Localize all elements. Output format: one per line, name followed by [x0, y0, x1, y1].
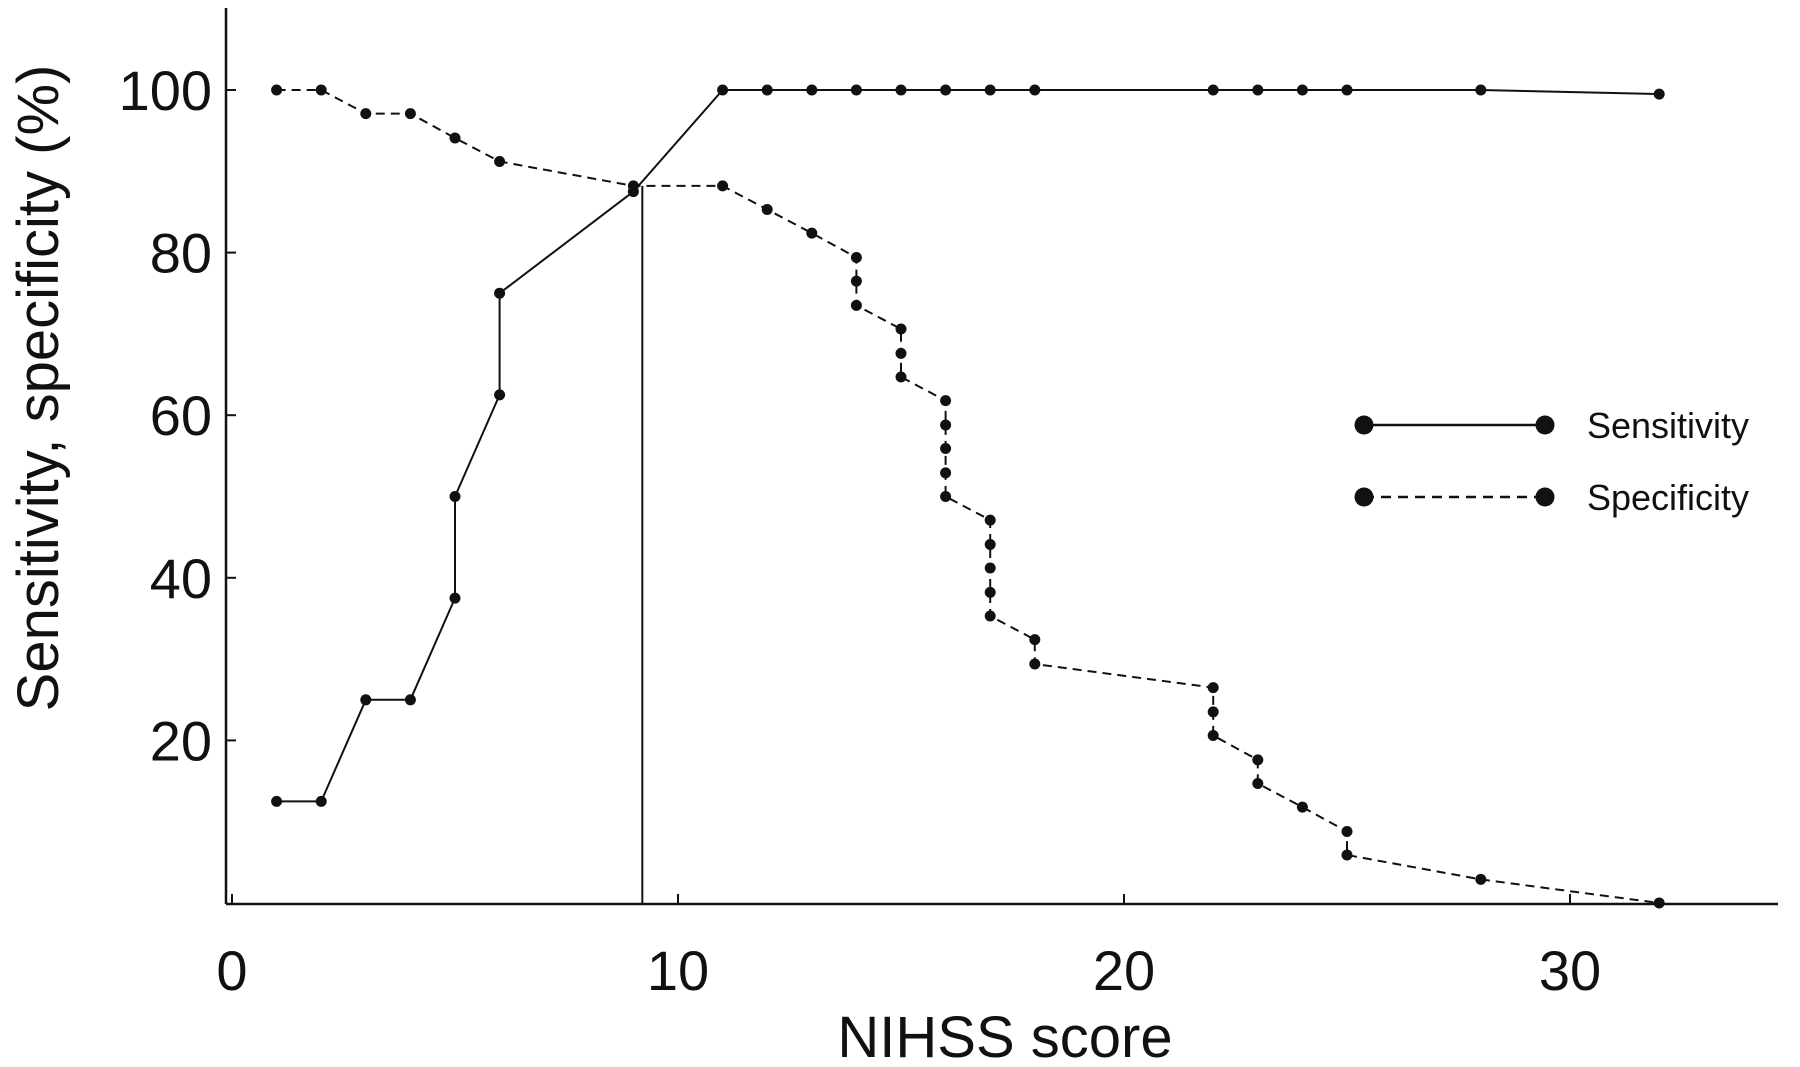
- data-point-specificity: [1341, 849, 1353, 861]
- data-point-specificity: [1341, 826, 1353, 837]
- data-point-sensitivity: [895, 84, 907, 96]
- data-point-specificity: [984, 562, 996, 574]
- data-point-sensitivity: [717, 84, 729, 96]
- data-point-sensitivity: [449, 491, 461, 502]
- data-point-sensitivity: [1252, 84, 1264, 96]
- data-point-sensitivity: [271, 795, 283, 807]
- legend-item-sensitivity: Sensitivity: [1354, 405, 1749, 446]
- data-point-specificity: [1653, 897, 1665, 909]
- data-point-sensitivity: [1653, 88, 1665, 100]
- data-point-specificity: [895, 371, 907, 383]
- data-point-specificity: [1029, 658, 1041, 670]
- data-point-sensitivity: [494, 389, 506, 401]
- data-point-specificity: [404, 108, 416, 120]
- data-point-specificity: [1207, 730, 1219, 741]
- y-axis-title: Sensitivity, specificity (%): [6, 65, 71, 712]
- data-point-specificity: [1252, 778, 1264, 789]
- axes: [224, 8, 1778, 906]
- legend-marker: [1354, 415, 1374, 435]
- legend-marker: [1535, 415, 1555, 435]
- data-point-specificity: [895, 347, 907, 359]
- series-sensitivity: [271, 84, 1665, 807]
- data-point-sensitivity: [1475, 84, 1487, 96]
- data-point-sensitivity: [806, 84, 818, 96]
- data-point-sensitivity: [494, 287, 506, 299]
- y-tick-label: 100: [119, 59, 212, 122]
- data-point-specificity: [1296, 801, 1308, 813]
- y-tick-label: 80: [150, 222, 212, 285]
- data-point-specificity: [1029, 634, 1041, 646]
- data-point-specificity: [1207, 706, 1219, 718]
- legend-marker: [1354, 487, 1374, 507]
- ticks: 20 40 60 80 100 0 10 20 30: [119, 59, 1602, 1002]
- data-point-specificity: [984, 586, 996, 598]
- data-point-specificity: [271, 84, 283, 96]
- data-point-specificity: [984, 610, 996, 622]
- data-point-specificity: [940, 419, 952, 431]
- data-point-specificity: [761, 204, 773, 215]
- legend-marker: [1535, 487, 1555, 507]
- data-point-specificity: [717, 180, 729, 192]
- data-point-specificity: [940, 395, 952, 407]
- data-point-specificity: [850, 275, 862, 287]
- y-tick-label: 40: [150, 547, 212, 610]
- data-point-sensitivity: [761, 84, 773, 96]
- data-point-specificity: [806, 227, 818, 239]
- data-point-specificity: [895, 323, 907, 335]
- legend-label: Sensitivity: [1587, 405, 1749, 446]
- data-point-sensitivity: [1029, 84, 1041, 96]
- x-tick-label: 0: [216, 939, 247, 1002]
- data-point-sensitivity: [315, 795, 327, 807]
- legend-item-specificity: Specificity: [1354, 477, 1749, 518]
- series-line-specificity: [276, 89, 1660, 904]
- legend-label: Specificity: [1587, 477, 1749, 518]
- series-layer: [271, 84, 1665, 909]
- series-line-sensitivity: [276, 89, 1660, 803]
- data-point-specificity: [940, 443, 952, 454]
- data-point-specificity: [1252, 754, 1264, 766]
- y-tick-label: 60: [150, 384, 212, 447]
- data-point-specificity: [1207, 682, 1219, 694]
- data-point-sensitivity: [940, 84, 952, 96]
- data-point-specificity: [360, 108, 372, 120]
- data-point-sensitivity: [404, 694, 416, 706]
- data-point-sensitivity: [1341, 84, 1353, 96]
- data-point-specificity: [315, 84, 327, 96]
- data-point-sensitivity: [1207, 84, 1219, 96]
- x-axis-title: NIHSS score: [837, 1005, 1172, 1067]
- x-tick-label: 10: [647, 939, 709, 1002]
- data-point-specificity: [449, 132, 461, 144]
- data-point-sensitivity: [360, 694, 372, 706]
- data-point-specificity: [984, 514, 996, 526]
- y-tick-label: 20: [150, 709, 212, 772]
- data-point-specificity: [850, 252, 862, 263]
- legend: Sensitivity Specificity: [1354, 405, 1749, 518]
- series-specificity: [271, 84, 1665, 909]
- data-point-sensitivity: [1296, 84, 1308, 96]
- data-point-specificity: [984, 539, 996, 550]
- data-point-specificity: [940, 467, 952, 479]
- data-point-specificity: [850, 299, 862, 311]
- data-point-specificity: [627, 180, 639, 192]
- x-tick-label: 30: [1539, 939, 1601, 1002]
- data-point-sensitivity: [850, 84, 862, 96]
- data-point-specificity: [940, 491, 952, 502]
- data-point-specificity: [494, 156, 506, 167]
- data-point-sensitivity: [449, 592, 461, 604]
- data-point-sensitivity: [984, 84, 996, 96]
- data-point-specificity: [1475, 873, 1487, 885]
- x-tick-label: 20: [1093, 939, 1155, 1002]
